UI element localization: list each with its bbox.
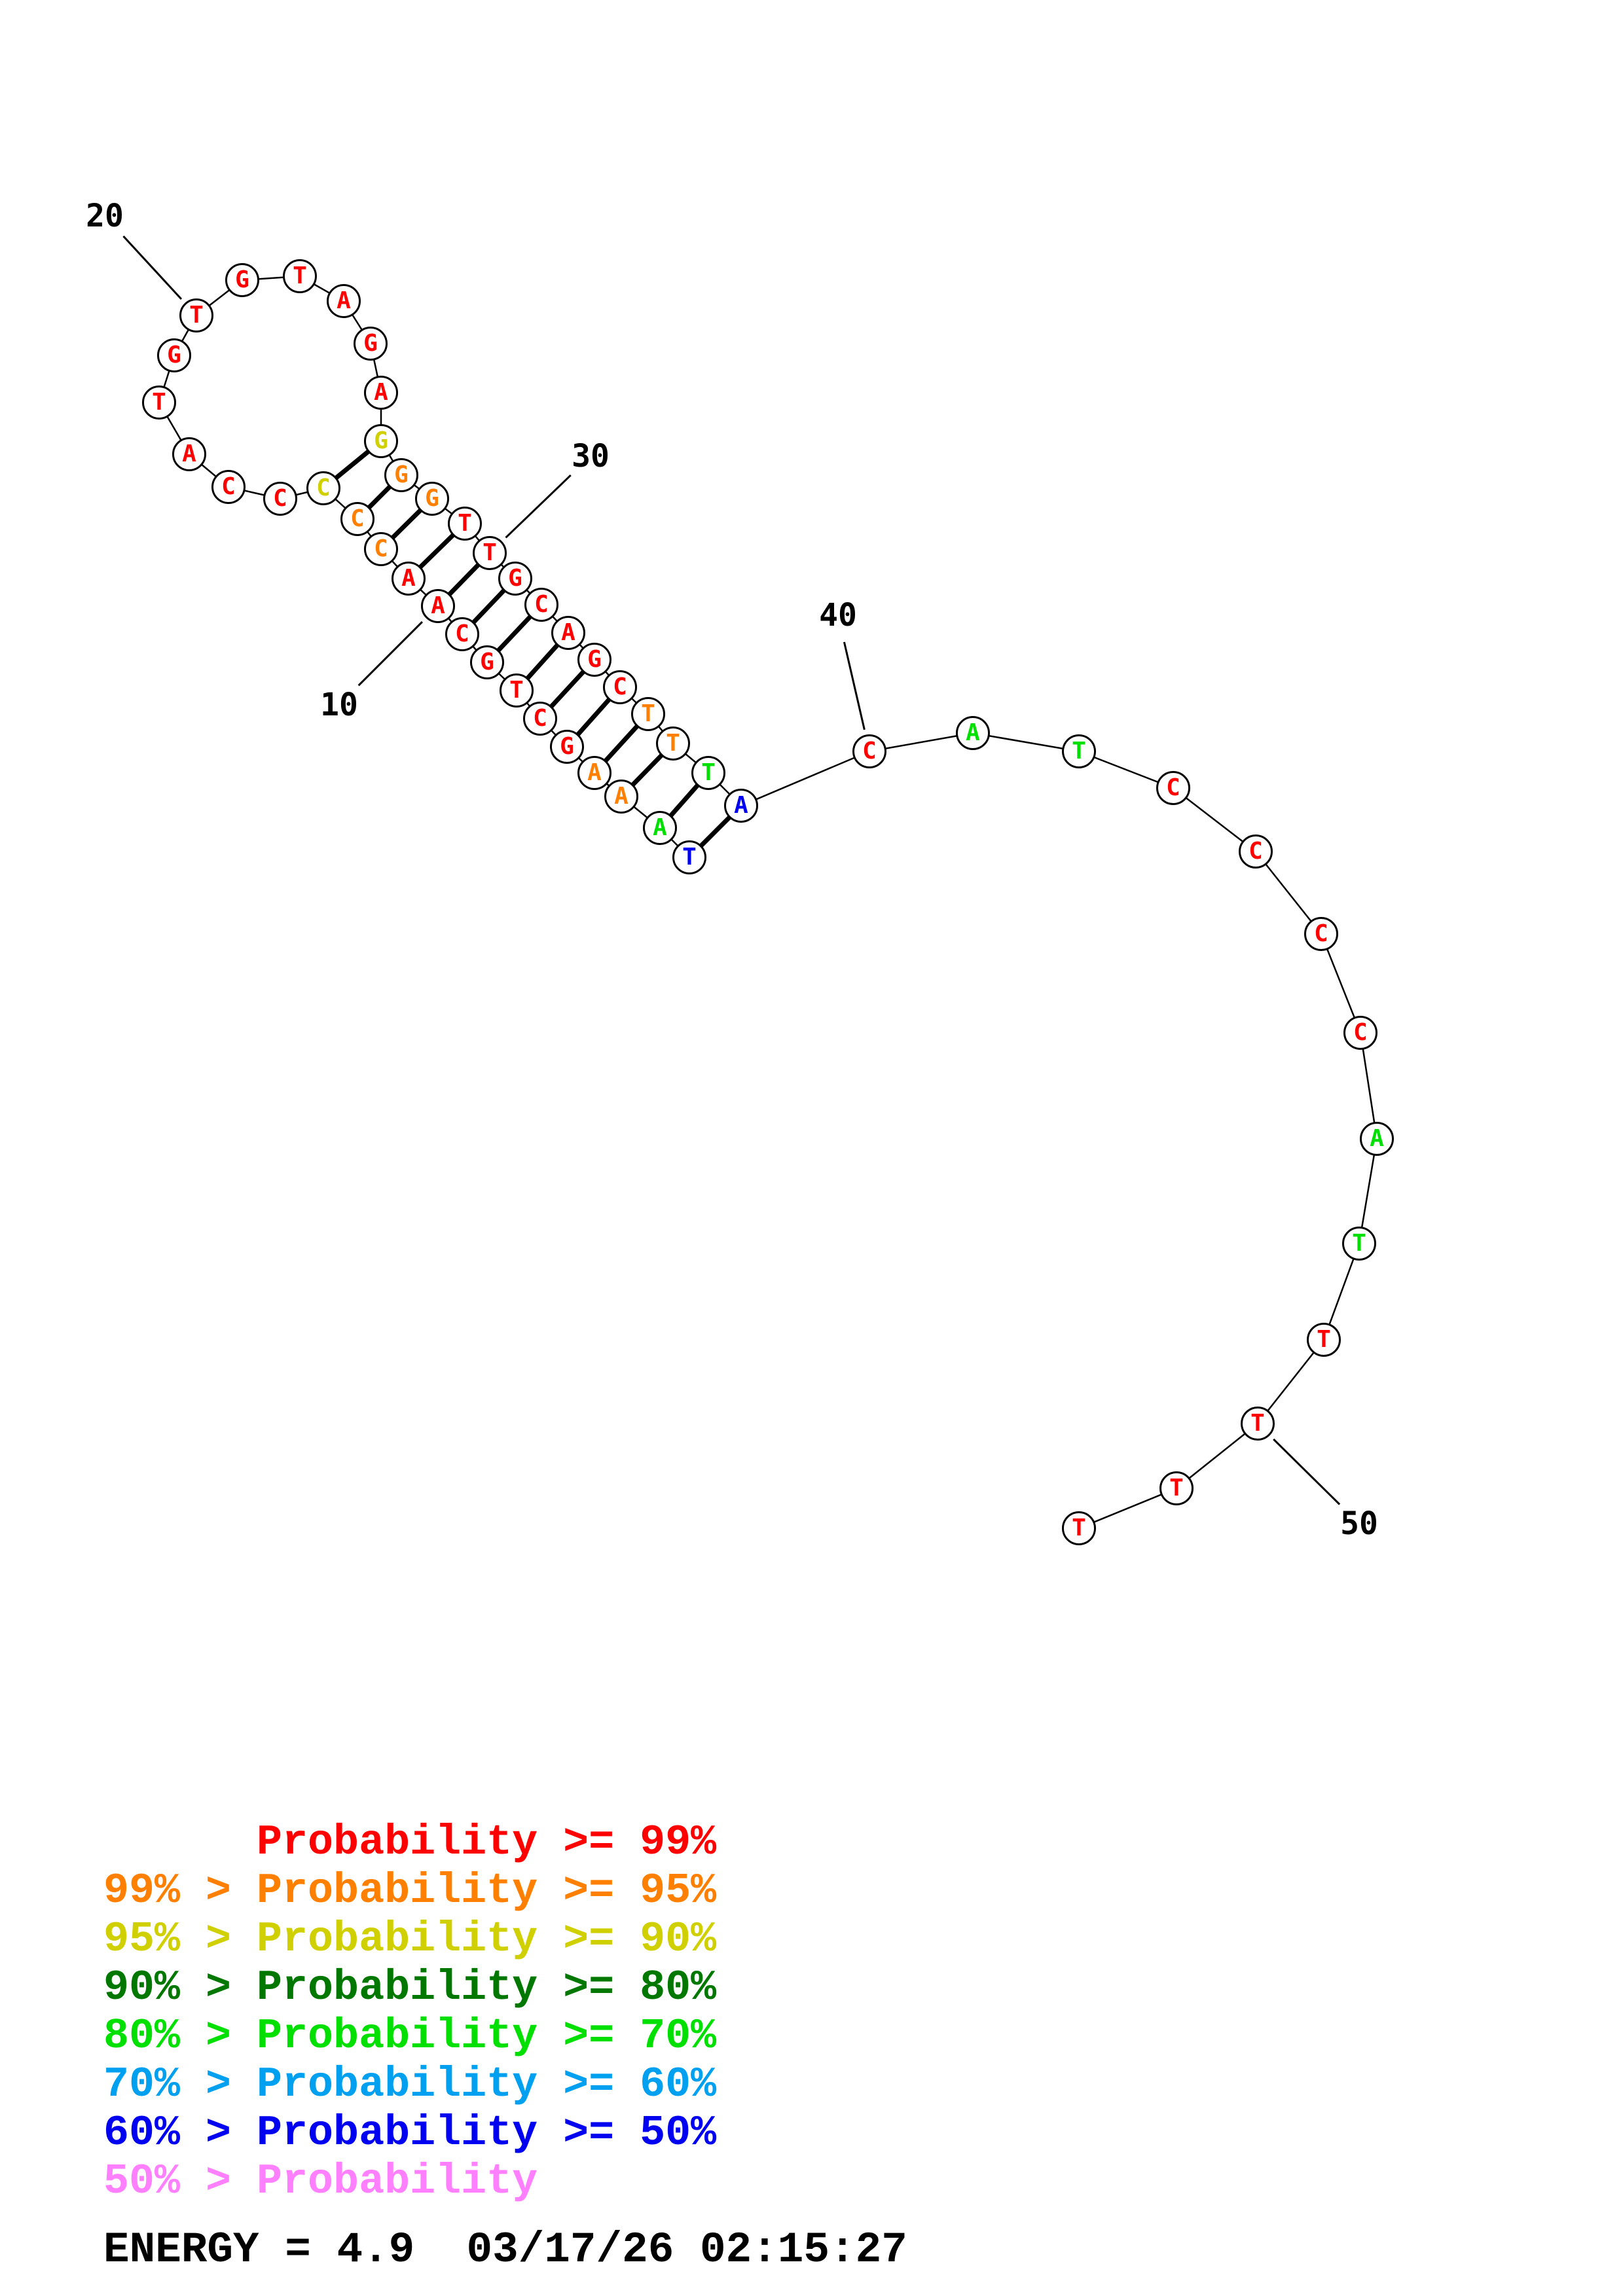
nucleotide-45-C: C	[1304, 917, 1338, 951]
backbone-line	[1257, 1339, 1324, 1424]
nucleotide-29-T: T	[448, 507, 482, 541]
legend-line-7: 50% > Probability	[103, 2157, 538, 2206]
nucleotide-16-C: C	[211, 470, 246, 504]
legend-line-6: 60% > Probability >= 50%	[103, 2109, 717, 2157]
nucleotide-33-A: A	[551, 616, 585, 650]
probability-legend: Probability >= 99% 99% > Probability >= 9…	[103, 1818, 716, 2206]
nucleotide-24-G: G	[354, 327, 388, 361]
nucleotide-32-C: C	[524, 588, 558, 622]
nucleotide-2-A: A	[643, 811, 677, 845]
nucleotide-18-T: T	[142, 386, 176, 420]
legend-line-1: 99% > Probability >= 95%	[103, 1867, 717, 1915]
nucleotide-21-G: G	[225, 263, 259, 297]
nucleotide-36-T: T	[631, 697, 665, 731]
label-pointer-line	[357, 620, 424, 687]
nucleotide-7-T: T	[500, 673, 534, 708]
nucleotide-11-A: A	[392, 562, 426, 596]
nucleotide-37-T: T	[656, 726, 690, 761]
label-pointer-line	[505, 475, 572, 539]
legend-line-4: 80% > Probability >= 70%	[103, 2012, 717, 2060]
nucleotide-3-A: A	[604, 780, 638, 814]
position-label-50: 50	[1340, 1505, 1378, 1542]
nucleotide-8-G: G	[470, 645, 504, 679]
legend-line-0: Probability >= 99%	[103, 1818, 717, 1867]
nucleotide-15-C: C	[263, 482, 297, 516]
nucleotide-40-C: C	[852, 734, 886, 768]
legend-line-3: 90% > Probability >= 80%	[103, 1964, 717, 2012]
nucleotide-42-T: T	[1062, 734, 1096, 768]
nucleotide-5-G: G	[550, 730, 584, 764]
nucleotide-27-G: G	[384, 458, 418, 492]
legend-line-2: 95% > Probability >= 90%	[103, 1915, 717, 1964]
nucleotide-23-A: A	[327, 284, 361, 318]
backbone-line	[740, 750, 870, 807]
nucleotide-31-G: G	[498, 562, 532, 596]
legend-line-5: 70% > Probability >= 60%	[103, 2060, 717, 2109]
nucleotide-38-T: T	[691, 756, 725, 790]
nucleotide-17-A: A	[172, 437, 206, 471]
nucleotide-26-G: G	[364, 424, 398, 458]
nucleotide-48-T: T	[1342, 1227, 1376, 1261]
position-label-40: 40	[819, 597, 857, 634]
nucleotide-19-G: G	[157, 338, 191, 372]
backbone-line	[1358, 1138, 1378, 1244]
label-pointer-line	[122, 235, 183, 300]
nucleotide-9-C: C	[445, 617, 479, 651]
label-pointer-line	[1273, 1438, 1341, 1505]
nucleotide-47-A: A	[1360, 1122, 1394, 1156]
nucleotide-30-T: T	[473, 536, 507, 570]
label-pointer-line	[843, 641, 866, 730]
nucleotide-43-C: C	[1156, 771, 1190, 805]
nucleotide-39-A: A	[724, 789, 758, 823]
nucleotide-46-C: C	[1343, 1016, 1377, 1050]
nucleotide-1-T: T	[672, 840, 706, 874]
nucleotide-35-C: C	[603, 670, 637, 704]
backbone-line	[869, 732, 974, 753]
position-label-20: 20	[86, 198, 124, 234]
nucleotide-12-C: C	[364, 532, 398, 566]
nucleotide-22-T: T	[283, 259, 317, 293]
position-label-10: 10	[320, 687, 358, 723]
position-label-30: 30	[572, 438, 610, 475]
nucleotide-34-G: G	[577, 643, 611, 677]
nucleotide-20-T: T	[179, 298, 213, 332]
nucleotide-51-T: T	[1159, 1471, 1194, 1505]
backbone-line	[1359, 1032, 1378, 1139]
backbone-line	[972, 732, 1080, 753]
nucleotide-10-A: A	[421, 589, 455, 623]
nucleotide-25-A: A	[364, 376, 398, 410]
nucleotide-49-T: T	[1307, 1323, 1341, 1357]
nucleotide-50-T: T	[1241, 1407, 1275, 1441]
nucleotide-52-T: T	[1062, 1511, 1096, 1545]
nucleotide-6-C: C	[523, 702, 557, 736]
nucleotide-14-C: C	[306, 471, 340, 505]
nucleotide-41-A: A	[956, 716, 990, 750]
nucleotide-4-A: A	[577, 756, 611, 790]
energy-text: ENERGY = 4.9 03/17/26 02:15:27	[103, 2225, 907, 2274]
nucleotide-44-C: C	[1239, 834, 1273, 869]
nucleotide-28-G: G	[415, 482, 449, 516]
nucleotide-13-C: C	[340, 502, 374, 536]
